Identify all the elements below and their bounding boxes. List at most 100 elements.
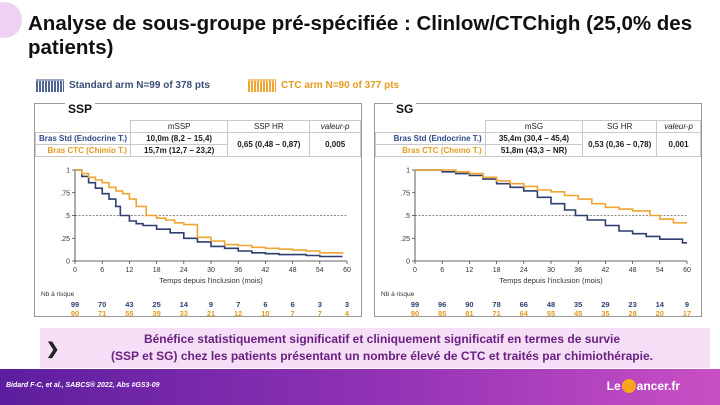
risk-value-std: 48 — [547, 300, 555, 309]
y-tick-label: .75 — [60, 190, 70, 197]
chevron-right-icon: ❯ — [46, 341, 60, 358]
x-tick-label: 6 — [100, 267, 104, 274]
y-tick-label: .25 — [60, 236, 70, 243]
y-tick-label: 0 — [66, 259, 70, 266]
stats-header: valeur-p — [656, 120, 701, 133]
risk-value-ctc: 28 — [628, 309, 636, 318]
stats-hr: 0,65 (0,48 – 0,87) — [227, 132, 311, 157]
risk-value-std: 96 — [438, 300, 446, 309]
risk-value-std: 9 — [685, 300, 689, 309]
risk-value-ctc: 33 — [180, 309, 188, 318]
y-tick-label: 1 — [406, 168, 410, 175]
stats-median-ctc: 15,7m (12,7 – 23,2) — [130, 144, 229, 157]
risk-value-ctc: 71 — [492, 309, 500, 318]
risk-value-ctc: 7 — [318, 309, 322, 318]
footer-logo: Le ancer.fr — [607, 379, 680, 393]
stats-header: mSSP — [130, 120, 229, 133]
risk-value-ctc: 21 — [207, 309, 215, 318]
x-tick-label: 48 — [629, 267, 637, 274]
risk-value-ctc: 12 — [234, 309, 242, 318]
ssp-stats-table: mSSP SSP HR valeur-p Bras Std (Endocrine… — [34, 120, 361, 157]
stats-hr: 0,53 (0,36 – 0,78) — [582, 132, 658, 157]
stats-median-ctc: 51,8m (43,3 – NR) — [484, 144, 584, 157]
x-tick-label: 6 — [440, 267, 444, 274]
x-tick-label: 48 — [289, 267, 297, 274]
risk-value-std: 7 — [236, 300, 240, 309]
legend-standard-arm: Standard arm N=99 of 378 pts — [36, 79, 210, 92]
x-tick-label: 0 — [73, 267, 77, 274]
risk-value-ctc: 39 — [152, 309, 160, 318]
x-tick-label: 54 — [656, 267, 664, 274]
risk-value-std: 14 — [656, 300, 665, 309]
stats-header: mSG — [484, 120, 584, 133]
stats-header: valeur-p — [309, 120, 361, 133]
stats-row-label-std: Bras Std (Endocrine T.) — [375, 132, 486, 145]
risk-value-ctc: 90 — [411, 309, 419, 318]
km-series-std — [415, 169, 687, 244]
conclusion-line-2: (SSP et SG) chez les patients présentant… — [111, 349, 653, 363]
conclusion-box: ❯ Bénéfice statistiquement significatif … — [40, 328, 710, 368]
x-tick-label: 42 — [262, 267, 270, 274]
risk-value-std: 99 — [71, 300, 79, 309]
risk-value-std: 3 — [318, 300, 322, 309]
stats-corner — [376, 121, 486, 133]
risk-value-std: 6 — [291, 300, 295, 309]
ssp-panel-label: SSP — [65, 102, 96, 116]
x-tick-label: 18 — [493, 267, 501, 274]
y-tick-label: .5 — [404, 213, 410, 220]
x-tick-label: 60 — [343, 267, 351, 274]
x-tick-label: 12 — [126, 267, 134, 274]
x-tick-label: 24 — [520, 267, 528, 274]
x-tick-label: 30 — [207, 267, 215, 274]
x-tick-label: 36 — [574, 267, 582, 274]
risk-value-ctc: 55 — [125, 309, 133, 318]
legend-ctc-arm: CTC arm N=90 of 377 pts — [248, 79, 399, 92]
stats-median-std: 35,4m (30,4 – 45,4) — [484, 132, 584, 145]
risk-value-std: 78 — [492, 300, 500, 309]
risk-value-std: 29 — [601, 300, 609, 309]
stats-header: SSP HR — [227, 120, 311, 133]
risk-value-std: 25 — [152, 300, 160, 309]
risk-value-ctc: 17 — [683, 309, 691, 318]
risk-value-std: 6 — [263, 300, 267, 309]
sg-panel-label: SG — [393, 102, 417, 116]
stats-p-value: 0,001 — [656, 132, 701, 157]
risk-title: Nb à risque — [41, 291, 75, 298]
risk-value-std: 14 — [180, 300, 189, 309]
legend-swatch-ctc — [248, 79, 276, 92]
risk-value-std: 35 — [574, 300, 582, 309]
x-tick-label: 36 — [234, 267, 242, 274]
conclusion-line-1: Bénéfice statistiquement significatif et… — [143, 332, 621, 346]
x-tick-label: 30 — [547, 267, 555, 274]
y-tick-label: .25 — [400, 236, 410, 243]
x-tick-label: 18 — [153, 267, 161, 274]
footer-reference: Bidard F-C, et al., SABCS® 2022, Abs #GS… — [6, 382, 160, 389]
risk-value-ctc: 71 — [98, 309, 106, 318]
x-tick-label: 12 — [466, 267, 474, 274]
risk-value-ctc: 20 — [656, 309, 664, 318]
risk-value-ctc: 55 — [547, 309, 555, 318]
risk-value-ctc: 4 — [345, 309, 350, 318]
risk-value-ctc: 64 — [520, 309, 529, 318]
risk-value-std: 9 — [209, 300, 213, 309]
risk-value-std: 99 — [411, 300, 419, 309]
sg-km-chart: 0 .25 .5 .75 1 0 6 12 18 24 30 36 42 48 54 60 Temps depu… — [381, 168, 691, 319]
km-series-ctc — [75, 169, 344, 254]
risk-value-ctc: 35 — [601, 309, 609, 318]
sg-stats-table: mSG SG HR valeur-p Bras Std (Endocrine T… — [375, 120, 701, 157]
stats-row-label-ctc: Bras CTC (Chemo T.) — [375, 144, 486, 157]
ssp-panel: SSP mSSP SSP HR valeur-p Bras Std (Endoc… — [34, 102, 362, 319]
risk-value-std: 66 — [520, 300, 528, 309]
x-tick-label: 24 — [180, 267, 188, 274]
legend-swatch-std — [36, 79, 64, 92]
stats-row-label-ctc: Bras CTC (Chimio T.) — [34, 144, 132, 157]
risk-value-std: 70 — [98, 300, 106, 309]
y-tick-label: .5 — [64, 213, 70, 220]
sg-panel: SG mSG SG HR valeur-p Bras Std (Endocrin… — [374, 102, 702, 319]
x-tick-label: 54 — [316, 267, 324, 274]
logo-text-right: ancer.fr — [636, 379, 680, 393]
logo-text-left: Le — [606, 379, 621, 393]
risk-value-ctc: 85 — [438, 309, 446, 318]
risk-value-std: 90 — [465, 300, 473, 309]
